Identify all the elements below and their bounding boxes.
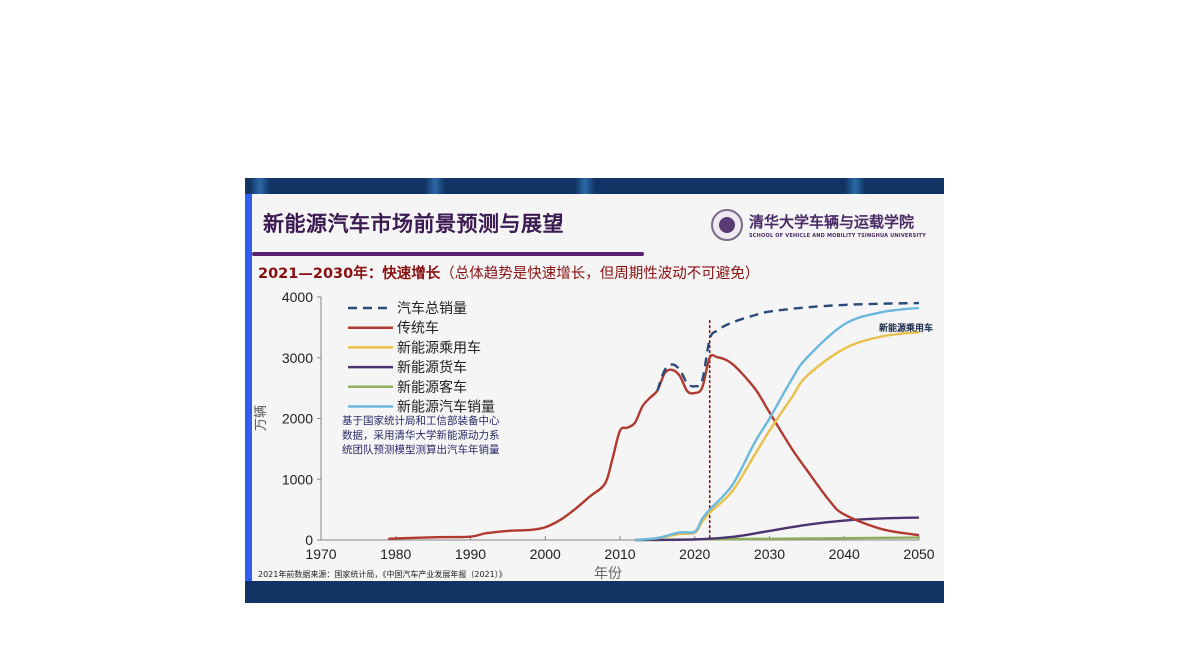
legend-label: 新能源客车 [397,379,467,396]
method-note: 统团队预测模型测算出汽车年销量 [342,443,500,456]
curve-annotation: 新能源乘用车 [879,322,933,333]
slide-bottom-bar [245,581,944,603]
y-tick-label: 4000 [282,289,313,305]
slide: 新能源汽车市场前景预测与展望 清华大学车辆与运载学院 SCHOOL OF VEH… [245,178,944,603]
data-source-note: 2021年前数据来源：国家统计局，《中国汽车产业发展年报（2021）》 [258,570,507,579]
subtitle-rest: （总体趋势是快速增长，但周期性波动不可避免） [440,266,760,282]
x-tick-label: 2010 [604,546,635,562]
series-line-5 [634,306,920,542]
x-tick-label: 2050 [903,546,934,562]
legend-label: 汽车总销量 [397,300,467,317]
legend-label: 新能源货车 [397,359,467,376]
legend-label: 新能源乘用车 [397,339,481,356]
x-tick-label: 2020 [679,546,710,562]
legend-label: 新能源汽车销量 [397,399,495,416]
y-tick-label: 2000 [282,411,313,427]
left-accent-strip [245,194,252,581]
legend-label: 传统车 [397,320,439,337]
y-tick-label: 1000 [282,471,313,487]
method-note: 数据，采用清华大学新能源动力系 [342,429,500,442]
x-tick-label: 2040 [829,546,860,562]
sales-forecast-chart: 0 1000 2000 3000 4000 1970 1980 1990 2000 2010 202… [254,289,935,582]
slide-top-bar [245,178,944,194]
university-logo-icon [711,209,743,241]
y-axis-title: 万辆 [254,405,269,431]
series-line-3 [634,516,920,542]
x-tick-label: 1990 [455,546,486,562]
x-tick-label: 2030 [754,546,785,562]
x-tick-label: 1980 [380,546,411,562]
logo-name-en: SCHOOL OF VEHICLE AND MOBILITY TSINGHUA … [749,233,926,239]
subtitle-bold: 2021—2030年：快速增长 [258,266,441,282]
slide-subtitle: 2021—2030年：快速增长（总体趋势是快速增长，但周期性波动不可避免） [258,262,759,283]
y-tick-label: 3000 [282,350,313,366]
x-tick-label: 2000 [530,546,561,562]
series-line-0 [656,301,920,391]
logo-name-cn: 清华大学车辆与运载学院 [749,213,915,231]
x-axis-title: 年份 [594,566,622,582]
slide-title: 新能源汽车市场前景预测与展望 [263,212,564,236]
y-tick-label: 0 [305,532,313,548]
x-tick-label: 1970 [305,546,336,562]
title-underline [252,252,644,256]
series-line-2 [634,331,920,542]
method-note: 基于国家统计局和工信部装备中心 [342,414,500,427]
